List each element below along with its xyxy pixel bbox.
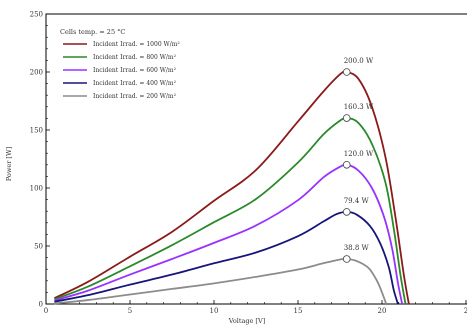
peak-label-4: 79.4 W [344, 197, 370, 205]
peak-label-3: 120.0 W [344, 150, 374, 158]
y-tick-label: 150 [30, 127, 43, 135]
x-tick-label: 15 [294, 307, 303, 315]
y-tick-label: 0 [39, 301, 43, 309]
peak-marker-2 [342, 114, 351, 122]
peak-marker-5 [342, 255, 351, 263]
legend-label-1: Incident Irrad. = 1000 W/m² [93, 41, 180, 48]
legend-label-2: Incident Irrad. = 800 W/m² [93, 54, 177, 61]
peak-marker-3 [342, 161, 351, 169]
peak-marker-4 [342, 208, 351, 216]
plot-frame [45, 13, 467, 305]
legend-label-3: Incident Irrad. = 600 W/m² [93, 67, 177, 74]
x-tick-label: 2 [464, 307, 467, 315]
series-line-3 [54, 163, 404, 305]
x-tick-label: 5 [128, 307, 132, 315]
x-tick-label: 0 [44, 307, 48, 315]
series-line-5 [54, 257, 388, 305]
peak-label-1: 200.0 W [344, 57, 374, 65]
series-line-1 [54, 70, 410, 305]
series-line-4 [54, 210, 399, 305]
x-tick-label: 10 [210, 307, 219, 315]
y-tick-label: 50 [34, 243, 43, 251]
legend-label-4: Incident Irrad. = 400 W/m² [93, 80, 177, 87]
legend-title: Cells temp. = 25 °C [60, 28, 125, 36]
peak-label-5: 38.8 W [344, 244, 370, 252]
legend-label-5: Incident Irrad. = 200 W/m² [93, 93, 177, 100]
y-tick-label: 100 [30, 185, 43, 193]
x-axis-label: Voltage [V] [228, 317, 265, 325]
y-axis-label: Power [W] [5, 147, 13, 181]
y-tick-label: 200 [30, 69, 43, 77]
series-line-2 [54, 117, 407, 305]
y-tick-label: 250 [30, 11, 43, 19]
x-tick-label: 20 [378, 307, 387, 315]
peak-marker-1 [342, 68, 351, 76]
peak-label-2: 160.3 W [344, 103, 374, 111]
